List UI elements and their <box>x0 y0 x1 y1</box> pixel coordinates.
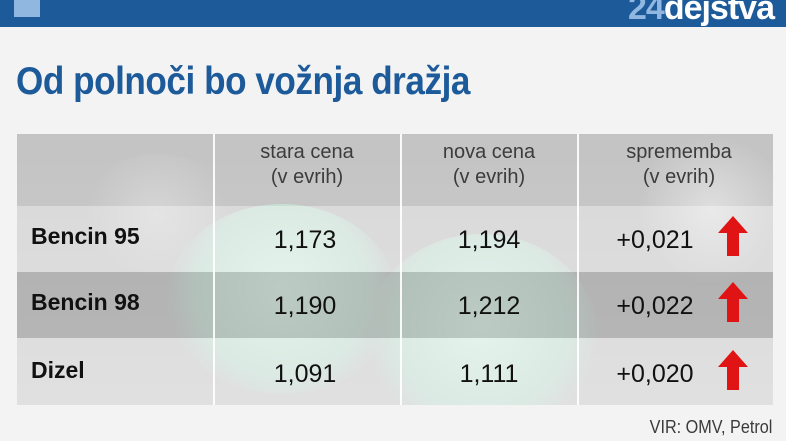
fuel-name: Bencin 98 <box>31 289 140 315</box>
new-price: 1,212 <box>457 292 521 320</box>
fuel-name: Dizel <box>31 357 85 383</box>
column-divider <box>400 134 402 405</box>
table-header <box>17 134 773 206</box>
column-header-new-price: nova cena (v evrih) <box>442 141 536 188</box>
price-change: +0,021 <box>616 226 694 254</box>
price-table: stara cena (v evrih) nova cena (v evrih) s… <box>17 134 773 405</box>
top-bar-accent <box>14 0 40 17</box>
headline: Od polnoči bo vožnja dražja <box>16 60 470 103</box>
brand-word: dejstva <box>663 0 775 27</box>
column-divider <box>213 134 215 405</box>
fuel-name: Bencin 95 <box>31 223 140 249</box>
old-price: 1,173 <box>273 226 337 254</box>
arrow-up-icon <box>718 350 748 390</box>
brand-logo: 24dejstva <box>627 0 775 27</box>
table-row <box>17 206 773 272</box>
price-change: +0,020 <box>616 360 694 388</box>
arrow-up-icon <box>718 216 748 256</box>
price-change: +0,022 <box>616 292 694 320</box>
column-divider <box>577 134 579 405</box>
top-bar: 24dejstva <box>0 0 786 27</box>
source-note: VIR: OMV, Petrol <box>649 417 772 437</box>
table-row <box>17 272 773 338</box>
new-price: 1,194 <box>457 226 521 254</box>
old-price: 1,190 <box>273 292 337 320</box>
column-header-old-price: stara cena (v evrih) <box>260 141 354 188</box>
table-row <box>17 338 773 405</box>
arrow-up-icon <box>718 282 748 322</box>
brand-number: 24 <box>627 0 665 27</box>
new-price: 1,111 <box>459 360 519 388</box>
column-header-change: sprememba (v evrih) <box>626 141 732 188</box>
old-price: 1,091 <box>273 360 337 388</box>
